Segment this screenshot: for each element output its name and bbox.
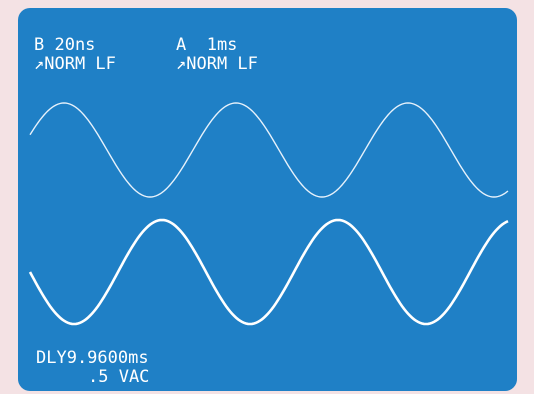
- page: {"screen": { "top_left": {"timebase": "B…: [0, 0, 534, 394]
- delay-readout: DLY9.9600ms: [36, 348, 149, 368]
- trigger-a: ↗NORM LF: [176, 54, 258, 74]
- oscilloscope: B 20ns ↗NORM LF A 1ms ↗NORM LF DLY9.9600…: [0, 0, 534, 394]
- trigger-b: ↗NORM LF: [34, 54, 116, 74]
- timebase-a: A 1ms: [176, 35, 237, 55]
- voltage-readout: .5 VAC: [88, 367, 149, 387]
- timebase-b: B 20ns: [34, 35, 95, 55]
